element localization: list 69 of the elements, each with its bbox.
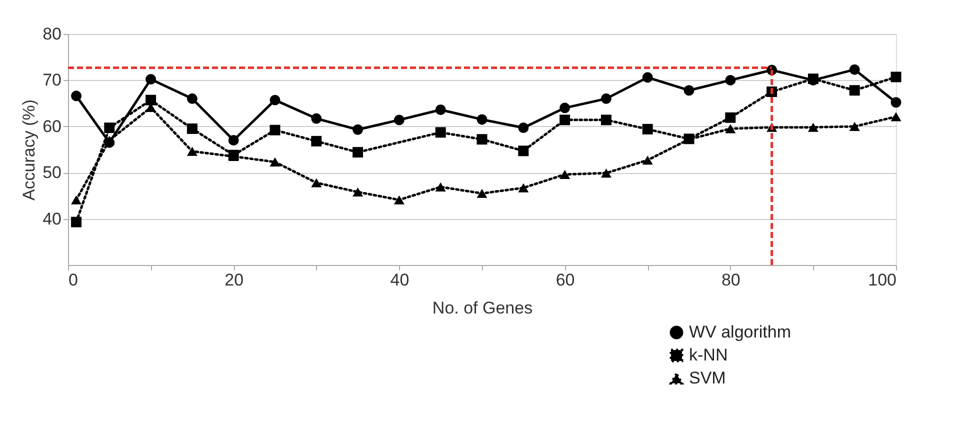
x-axis-title: No. of Genes xyxy=(432,298,533,318)
point xyxy=(104,137,115,148)
point xyxy=(600,168,612,178)
point xyxy=(146,74,156,85)
point xyxy=(808,122,818,132)
point xyxy=(435,104,446,115)
point xyxy=(725,112,736,123)
point xyxy=(642,156,653,165)
point xyxy=(435,182,446,192)
legend-label: k-NN xyxy=(689,346,728,364)
y-tick-label: 70 xyxy=(42,70,62,90)
x-tick-label: 0 xyxy=(68,270,78,290)
point xyxy=(518,146,529,156)
point xyxy=(849,85,860,96)
y-tick-label: 50 xyxy=(42,163,62,182)
point xyxy=(186,123,198,134)
point xyxy=(684,85,694,96)
point xyxy=(186,146,198,156)
y-tick-label: 60 xyxy=(42,116,62,136)
point xyxy=(890,97,902,108)
point xyxy=(352,147,364,158)
point xyxy=(849,64,860,75)
point xyxy=(476,188,488,198)
point xyxy=(560,102,570,114)
point xyxy=(352,187,364,197)
point xyxy=(311,178,322,188)
point xyxy=(146,94,156,106)
point xyxy=(228,135,239,146)
point xyxy=(518,183,529,192)
point xyxy=(890,112,902,122)
point xyxy=(104,122,115,134)
point xyxy=(849,122,860,131)
point xyxy=(684,134,694,144)
point xyxy=(270,94,280,106)
point xyxy=(642,72,653,83)
point xyxy=(71,195,82,204)
x-tick-label: 80 xyxy=(721,270,740,290)
point xyxy=(435,127,446,138)
point xyxy=(600,93,612,104)
point xyxy=(71,216,82,228)
point xyxy=(560,114,570,126)
y-axis-title: Accuracy (%) xyxy=(20,99,39,201)
point xyxy=(642,124,653,134)
point xyxy=(518,122,529,134)
point xyxy=(186,93,198,104)
point xyxy=(352,124,364,135)
x-tick-label: 20 xyxy=(224,270,244,290)
x-tick-label: 40 xyxy=(390,270,410,290)
point xyxy=(311,113,322,124)
point xyxy=(560,170,570,179)
point xyxy=(476,134,488,145)
point xyxy=(71,90,82,102)
legend-label: WV algorithm xyxy=(689,322,792,342)
point xyxy=(270,124,280,136)
y-tick-label: 40 xyxy=(42,209,62,228)
point xyxy=(270,157,280,167)
legend-label: SVM xyxy=(689,368,726,388)
point xyxy=(890,72,902,82)
point xyxy=(600,114,612,126)
point xyxy=(725,74,736,86)
point xyxy=(476,114,488,125)
y-tick-label: 80 xyxy=(42,24,62,44)
point xyxy=(228,150,239,160)
x-tick-label: 100 xyxy=(868,270,896,290)
point xyxy=(725,124,736,134)
point xyxy=(311,136,322,146)
point xyxy=(394,195,404,204)
x-tick-label: 60 xyxy=(556,270,575,290)
point xyxy=(394,114,404,126)
